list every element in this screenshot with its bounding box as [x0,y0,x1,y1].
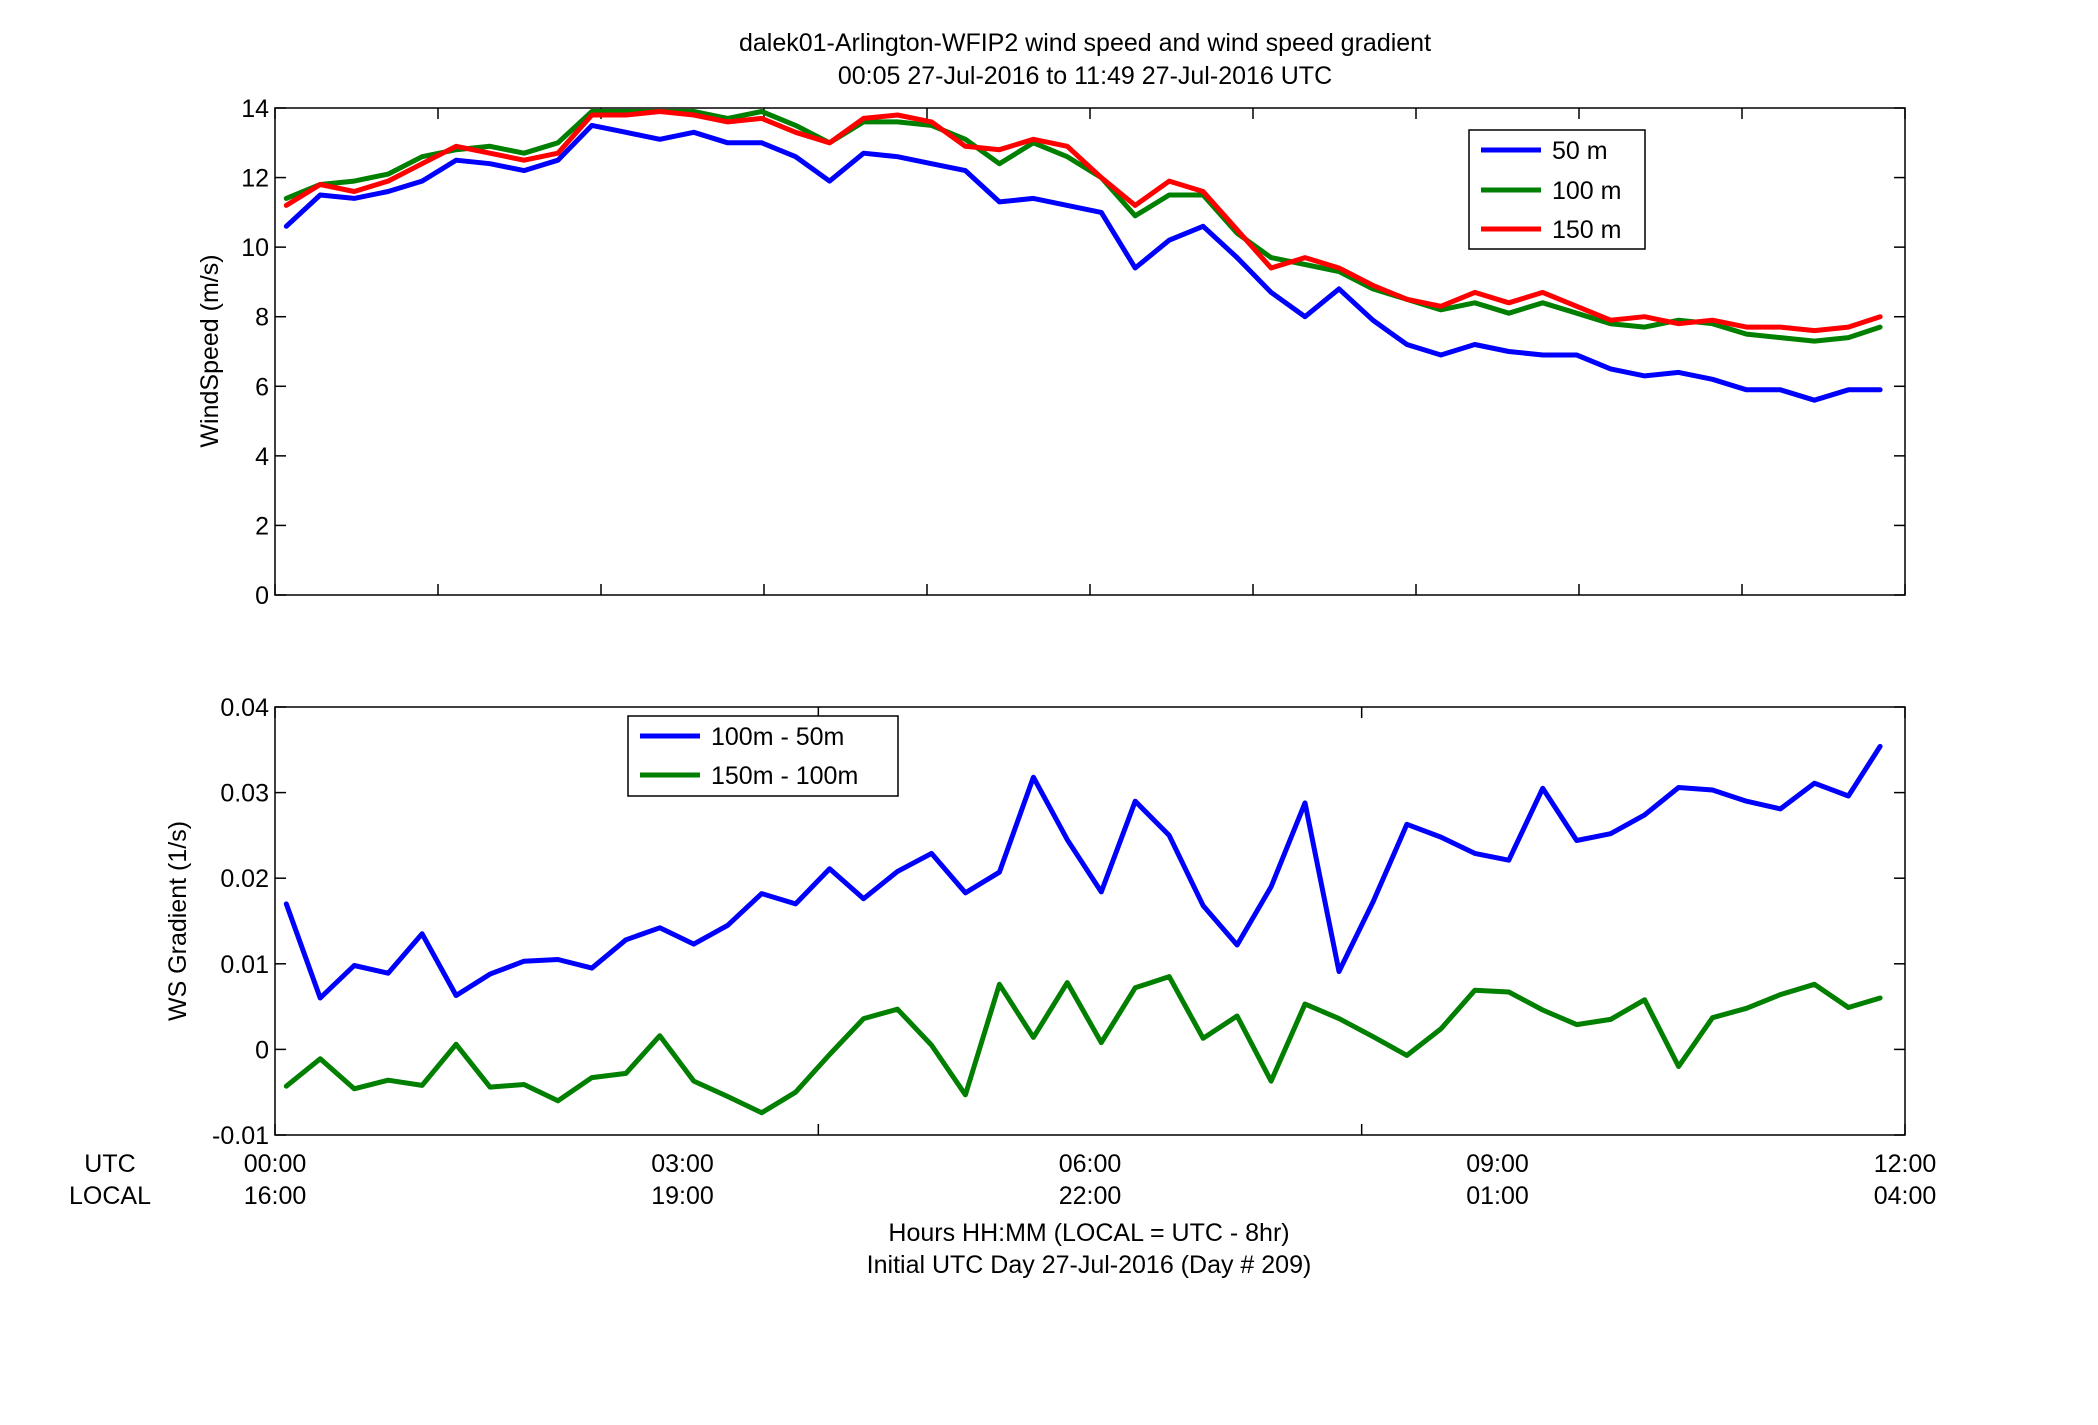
wind-speed-series-100-m [283,109,1883,344]
ws-gradient-ytick-label: -0.01 [212,1122,269,1150]
wind-speed-series-50-m [283,122,1883,403]
wind-speed-axis-ticks: 0 2 4 6 8 10 12 14 [241,95,1906,610]
ws-gradient-series-150m-100m [283,974,1883,1116]
wind-speed-series-150-m [283,109,1883,334]
utc-row-label: UTC [84,1150,135,1178]
wind-speed-ytick-label: 8 [255,304,269,332]
wind-speed-ytick-label: 14 [241,95,269,123]
wind-speed-ytick-label: 4 [255,443,269,471]
ws-gradient-axis-ticks: -0.01 0 0.01 0.02 0.03 0.04 [212,694,1906,1150]
wind-speed-y-axis-label: WindSpeed (m/s) [196,254,224,447]
local-tick-label: 16:00 [244,1182,307,1210]
ws-gradient-ytick-label: 0.03 [220,780,269,808]
ws-gradient-plot-frame [274,706,1906,1136]
wind-speed-ytick-label: 10 [241,234,269,262]
x-axis-label-line2: Initial UTC Day 27-Jul-2016 (Day # 209) [867,1251,1312,1279]
utc-tick-label: 09:00 [1466,1150,1529,1178]
ws-gradient-series-100m-50m [283,743,1883,1001]
legend-label-100m: 100 m [1552,177,1621,205]
figure-title-line1: dalek01-Arlington-WFIP2 wind speed and w… [739,29,1431,57]
local-row-label: LOCAL [69,1182,151,1210]
utc-tick-label: 00:00 [244,1150,307,1178]
wind-speed-legend: 50 m 100 m 150 m [1468,129,1646,250]
ws-gradient-ytick-label: 0.02 [220,865,269,893]
wind-speed-series-lines [283,109,1883,403]
local-tick-label: 04:00 [1874,1182,1937,1210]
ws-gradient-ytick-label: 0.01 [220,951,269,979]
legend-label-150m: 150 m [1552,216,1621,244]
legend-label-100m-50m: 100m - 50m [711,723,844,751]
utc-tick-label: 12:00 [1874,1150,1937,1178]
time-axis-tick-labels: 00:00 16:00 03:00 19:00 06:00 22:00 09:00 01:00… [244,1150,1937,1210]
ws-gradient-y-axis-label: WS Gradient (1/s) [164,821,192,1021]
legend-label-150m-100m: 150m - 100m [711,762,858,790]
figure-title-line2: 00:05 27-Jul-2016 to 11:49 27-Jul-2016 U… [838,62,1332,90]
wind-speed-ytick-label: 6 [255,373,269,401]
ws-gradient-legend: 100m - 50m 150m - 100m [627,715,899,797]
local-tick-label: 01:00 [1466,1182,1529,1210]
ws-gradient-panel: -0.01 0 0.01 0.02 0.03 0.04 WS Gradient (1/s)… [164,694,1906,1150]
wind-speed-panel: 0 2 4 6 8 10 12 14 WindSpeed (m/s) 50 m 100 m 1… [196,95,1906,610]
x-axis-label-line1: Hours HH:MM (LOCAL = UTC - 8hr) [888,1219,1289,1247]
wind-speed-ytick-label: 2 [255,512,269,540]
utc-tick-label: 06:00 [1059,1150,1122,1178]
legend-label-50m: 50 m [1552,137,1608,165]
ws-gradient-series-lines [283,743,1883,1116]
ws-gradient-ytick-label: 0 [255,1036,269,1064]
wind-speed-ytick-label: 12 [241,165,269,193]
local-tick-label: 22:00 [1059,1182,1122,1210]
ws-gradient-ytick-label: 0.04 [220,694,269,722]
utc-tick-label: 03:00 [651,1150,714,1178]
local-tick-label: 19:00 [651,1182,714,1210]
ws-gradient-legend-box [627,715,899,797]
wind-speed-ytick-label: 0 [255,582,269,610]
